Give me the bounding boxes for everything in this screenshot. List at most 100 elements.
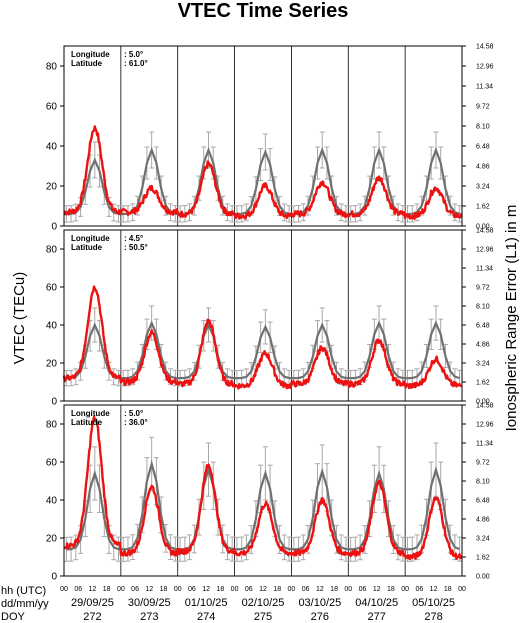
y2-tick-label: 6.48 bbox=[476, 498, 490, 505]
hour-tick-label: 06 bbox=[245, 586, 253, 593]
y2-tick-label: 3.24 bbox=[476, 536, 490, 543]
panel-frame bbox=[63, 45, 463, 227]
hour-tick-label: 00 bbox=[344, 586, 352, 593]
hour-tick-label: 06 bbox=[302, 586, 310, 593]
y2-tick-label: 14.58 bbox=[476, 403, 494, 410]
longitude-value: : 5.0° bbox=[124, 50, 143, 59]
date-label: 05/10/25 bbox=[412, 597, 455, 609]
y-tick-label: 60 bbox=[46, 458, 58, 469]
longitude-value: : 4.5° bbox=[124, 234, 143, 243]
hour-tick-label: 12 bbox=[373, 586, 381, 593]
date-label: 03/10/25 bbox=[298, 597, 341, 609]
date-label: 30/09/25 bbox=[128, 597, 171, 609]
doy-label: 272 bbox=[83, 611, 101, 623]
y-tick-label: 20 bbox=[46, 182, 58, 193]
y-tick-label: 20 bbox=[46, 534, 58, 545]
hour-tick-label: 18 bbox=[273, 586, 281, 593]
hour-tick-label: 18 bbox=[103, 586, 111, 593]
hour-tick-label: 06 bbox=[74, 586, 82, 593]
y2-tick-label: 9.72 bbox=[476, 104, 490, 111]
hour-tick-label: 00 bbox=[117, 586, 125, 593]
y2-tick-label: 6.48 bbox=[476, 323, 490, 330]
y2-tick-label: 8.10 bbox=[476, 124, 490, 131]
y2-tick-label: 0.00 bbox=[476, 399, 490, 406]
observed-vtec-line bbox=[62, 285, 462, 390]
y-tick-label: 20 bbox=[46, 359, 58, 370]
date-label: 04/10/25 bbox=[355, 597, 398, 609]
chart-title: VTEC Time Series bbox=[178, 0, 349, 22]
y2-tick-label: 12.96 bbox=[476, 422, 494, 429]
x-row-label: hh (UTC) bbox=[1, 585, 46, 597]
hour-tick-label: 00 bbox=[174, 586, 182, 593]
y2-tick-label: 8.10 bbox=[476, 304, 490, 311]
y-tick-label: 40 bbox=[46, 321, 58, 332]
x-row-label: DOY bbox=[1, 611, 26, 623]
y2-tick-label: 11.34 bbox=[476, 84, 493, 91]
panel-3: 0 20 40 60 80 0.00 1.62 3.24 4.86 6.48 8.10 9.72 11.… bbox=[46, 403, 494, 583]
hour-tick-label: 18 bbox=[160, 586, 168, 593]
y2-tick-label: 1.62 bbox=[476, 555, 490, 562]
y-axis-label: VTEC (TECu) bbox=[11, 272, 28, 365]
observed-vtec-line bbox=[63, 125, 463, 220]
longitude-value: : 5.0° bbox=[124, 409, 143, 418]
latitude-value: : 36.0° bbox=[124, 418, 148, 427]
y2-tick-label: 1.62 bbox=[476, 380, 490, 387]
y-tick-label: 40 bbox=[46, 142, 58, 153]
y2-tick-label: 4.86 bbox=[476, 517, 490, 524]
y2-tick-label: 6.48 bbox=[476, 144, 490, 151]
panel-frame bbox=[63, 229, 463, 402]
latitude-label: Latitude bbox=[71, 243, 103, 252]
y-tick-label: 40 bbox=[46, 496, 58, 507]
y2-tick-label: 12.96 bbox=[476, 64, 494, 71]
doy-label: 276 bbox=[311, 611, 329, 623]
longitude-label: Longitude bbox=[71, 50, 110, 59]
panels-group: 0 20 40 60 80 0.00 1.62 3.24 4.86 6.48 8.10 9.72 11.… bbox=[46, 44, 494, 583]
panel-2: 0 20 40 60 80 0.00 1.62 3.24 4.86 6.48 8.10 9.72 11.… bbox=[46, 228, 494, 408]
model-mean-line bbox=[66, 146, 460, 216]
y2-tick-label: 9.72 bbox=[476, 460, 490, 467]
y-tick-label: 80 bbox=[46, 62, 58, 73]
hour-tick-label: 18 bbox=[216, 586, 224, 593]
hour-tick-label: 12 bbox=[202, 586, 210, 593]
y2-tick-label: 4.86 bbox=[476, 164, 490, 171]
latitude-value: : 61.0° bbox=[124, 59, 148, 68]
y2-tick-label: 4.86 bbox=[476, 342, 490, 349]
hour-tick-label: 12 bbox=[145, 586, 153, 593]
hour-tick-label: 12 bbox=[316, 586, 324, 593]
hour-tick-label: 06 bbox=[359, 586, 367, 593]
doy-label: 278 bbox=[424, 611, 442, 623]
hour-tick-label: 18 bbox=[330, 586, 338, 593]
panel-1: 0 20 40 60 80 0.00 1.62 3.24 4.86 6.48 8.10 9.72 11.… bbox=[46, 44, 494, 233]
y2-tick-label: 11.34 bbox=[476, 266, 493, 273]
y2-tick-label: 9.72 bbox=[476, 285, 490, 292]
y2-tick-label: 8.10 bbox=[476, 479, 490, 486]
y2-tick-label: 3.24 bbox=[476, 361, 490, 368]
longitude-label: Longitude bbox=[71, 234, 110, 243]
y-tick-label: 0 bbox=[51, 397, 57, 408]
y-tick-label: 0 bbox=[51, 222, 57, 233]
hour-tick-label: 12 bbox=[430, 586, 438, 593]
hour-tick-label: 00 bbox=[231, 586, 239, 593]
hour-tick-label: 00 bbox=[401, 586, 409, 593]
latitude-label: Latitude bbox=[71, 59, 103, 68]
doy-label: 274 bbox=[197, 611, 215, 623]
y2-tick-label: 1.62 bbox=[476, 204, 490, 211]
x-row-label: dd/mm/yy bbox=[1, 598, 49, 610]
hour-tick-label: 06 bbox=[188, 586, 196, 593]
latitude-label: Latitude bbox=[71, 418, 103, 427]
y2-tick-label: 3.24 bbox=[476, 184, 490, 191]
y2-tick-label: 14.58 bbox=[476, 228, 494, 235]
hour-tick-label: 06 bbox=[415, 586, 423, 593]
hour-tick-label: 06 bbox=[131, 586, 139, 593]
date-label: 02/10/25 bbox=[242, 597, 285, 609]
y2-tick-label: 12.96 bbox=[476, 247, 494, 254]
hour-tick-label: 00 bbox=[458, 586, 466, 593]
date-label: 01/10/25 bbox=[185, 597, 228, 609]
latitude-value: : 50.5° bbox=[124, 243, 148, 252]
hour-tick-label: 12 bbox=[259, 586, 267, 593]
doy-label: 275 bbox=[254, 611, 272, 623]
hour-tick-label: 18 bbox=[387, 586, 395, 593]
panel-frame bbox=[63, 404, 463, 577]
y-tick-label: 80 bbox=[46, 245, 58, 256]
